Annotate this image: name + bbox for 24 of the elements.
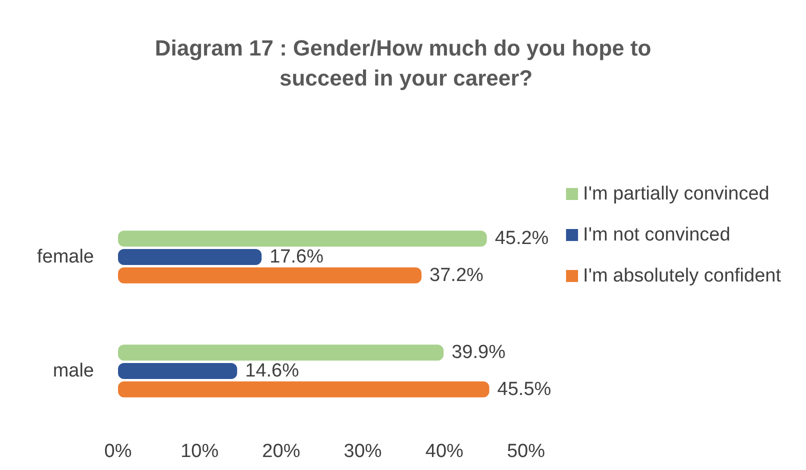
data-label: 37.2% bbox=[430, 264, 484, 286]
data-label: 17.6% bbox=[270, 246, 324, 268]
x-tick-label: 50% bbox=[506, 441, 546, 462]
bar bbox=[118, 363, 238, 379]
x-tick-label: 0% bbox=[104, 441, 132, 462]
legend-label: I'm absolutely confident bbox=[583, 266, 782, 286]
bar bbox=[118, 249, 262, 265]
legend-label: I'm not convinced bbox=[583, 224, 730, 246]
x-tick-label: 30% bbox=[344, 441, 382, 462]
x-tick-label: 20% bbox=[262, 441, 300, 462]
chart-title: Diagram 17 : Gender/How much do you hope to succeed in your career? bbox=[154, 36, 652, 90]
legend-label: I'm partially convinced bbox=[583, 184, 770, 204]
bar bbox=[118, 267, 422, 284]
data-label: 39.9% bbox=[452, 342, 506, 364]
bar bbox=[118, 230, 487, 247]
x-tick-label: 10% bbox=[180, 441, 219, 462]
data-label: 14.6% bbox=[245, 360, 300, 382]
bar bbox=[118, 381, 490, 398]
data-label: 45.5% bbox=[497, 378, 552, 400]
y-tick-label: male bbox=[52, 360, 94, 382]
data-label: 45.2% bbox=[494, 228, 549, 250]
bar bbox=[118, 344, 444, 361]
y-tick-label: female bbox=[36, 246, 94, 268]
x-tick-label: 40% bbox=[425, 441, 464, 462]
